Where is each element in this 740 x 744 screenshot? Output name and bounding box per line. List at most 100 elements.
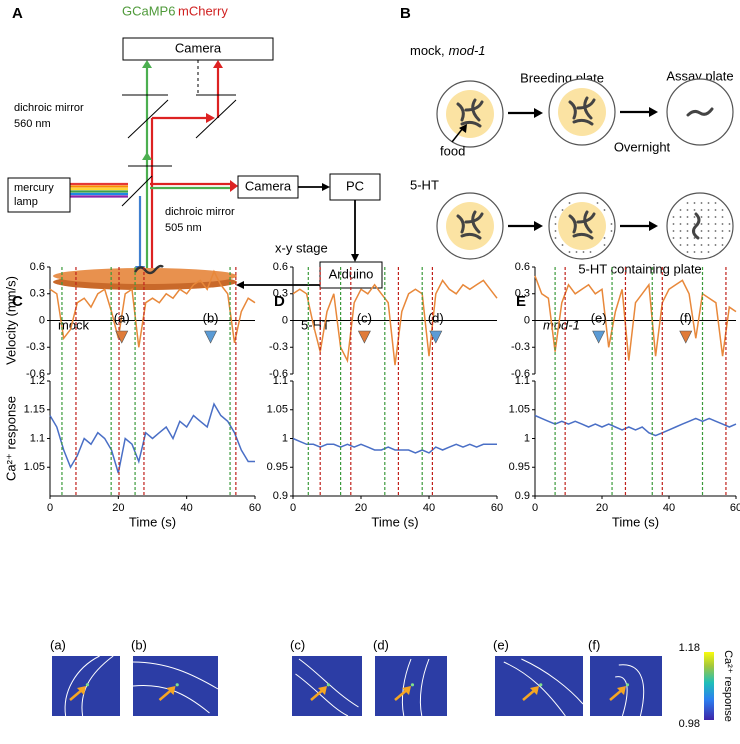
serotonin-dot	[707, 244, 710, 246]
event-marker	[115, 330, 129, 344]
serotonin-dot	[686, 209, 689, 211]
serotonin-dot	[554, 216, 557, 218]
serotonin-dot	[686, 223, 689, 225]
serotonin-dot	[554, 223, 557, 225]
event-marker-label: (c)	[357, 310, 372, 325]
worm-outline	[503, 658, 584, 717]
serotonin-dot	[721, 230, 724, 232]
serotonin-dot	[693, 209, 696, 211]
worm-outline	[295, 658, 359, 717]
worm-outline	[401, 658, 430, 717]
pointer-arrow	[318, 686, 327, 695]
x-axis-label: Time (s)	[129, 514, 176, 529]
label: dichroic mirror	[165, 206, 235, 218]
x-tick-label: 20	[355, 502, 367, 514]
neuron-spot	[625, 683, 630, 687]
serotonin-dot	[568, 251, 571, 253]
serotonin-dot	[589, 251, 592, 253]
event-marker	[204, 330, 218, 344]
label: PC	[346, 178, 364, 193]
label: mod-1	[449, 43, 486, 58]
serotonin-dot	[714, 230, 717, 232]
serotonin-dot	[672, 237, 675, 239]
event-marker-label: (b)	[203, 310, 219, 325]
y-tick-label: 1.1	[30, 432, 45, 444]
x-tick-label: 60	[730, 502, 740, 514]
serotonin-dot	[728, 230, 731, 232]
trace	[292, 437, 497, 454]
y-tick-label: 1.2	[30, 375, 45, 387]
x-tick-label: 40	[423, 502, 435, 514]
panel-letter: D	[274, 293, 285, 310]
serotonin-dot	[721, 209, 724, 211]
label: mock,	[410, 43, 445, 58]
y-tick-label: 0.95	[267, 461, 288, 473]
label: x-y stage	[275, 240, 328, 255]
trace	[49, 402, 255, 474]
colorbar-min: 0.98	[679, 718, 700, 730]
serotonin-dot	[700, 223, 703, 225]
serotonin-dot	[561, 209, 564, 211]
serotonin-dot	[707, 216, 710, 218]
y-tick-label: 1.1	[515, 375, 530, 387]
serotonin-dot	[700, 202, 703, 204]
serotonin-dot	[603, 244, 606, 246]
serotonin-dot	[596, 202, 599, 204]
y-tick-label: 1.05	[509, 404, 530, 416]
image-row: (a) (b) (c) (d) (e) (f)	[50, 637, 662, 717]
pointer-arrow	[617, 686, 626, 695]
image-label: (c)	[290, 637, 305, 652]
serotonin-dot	[568, 202, 571, 204]
y-tick-label: 1	[524, 432, 530, 444]
serotonin-dot	[707, 230, 710, 232]
neuron-spot	[85, 683, 89, 687]
y-tick-label: -0.3	[269, 341, 288, 353]
lamp-box	[7, 177, 71, 213]
serotonin-dot	[721, 216, 724, 218]
serotonin-dot	[693, 237, 696, 239]
serotonin-dot	[693, 244, 696, 246]
image-label: (f)	[588, 637, 600, 652]
y-tick-label: 0	[524, 314, 530, 326]
event-marker	[679, 330, 693, 344]
label: 560 nm	[14, 118, 51, 130]
x-tick-label: 60	[491, 502, 503, 514]
panel-letter: E	[516, 293, 526, 310]
serotonin-dot	[603, 209, 606, 211]
x-axis-label: Time (s)	[612, 514, 659, 529]
serotonin-dot	[554, 237, 557, 239]
colorbar-scale	[704, 652, 714, 720]
x-axis-label: Time (s)	[371, 514, 418, 529]
serotonin-dot	[603, 237, 606, 239]
label: Overnight	[614, 139, 671, 154]
serotonin-dot	[707, 209, 710, 211]
y-tick-label: -0.6	[26, 368, 45, 380]
label: Camera	[175, 40, 222, 55]
pointer-arrow	[530, 686, 539, 695]
condition-label: mod-1	[543, 317, 580, 332]
y-tick-label: 1	[282, 432, 288, 444]
condition-label: mock	[58, 317, 90, 332]
serotonin-dot	[707, 202, 710, 204]
x-tick-label: 40	[663, 502, 675, 514]
serotonin-dot	[700, 237, 703, 239]
image-label: (b)	[131, 637, 147, 652]
serotonin-dot	[693, 202, 696, 204]
serotonin-dot	[707, 237, 710, 239]
serotonin-dot	[561, 244, 564, 246]
serotonin-dot	[686, 230, 689, 232]
serotonin-dot	[679, 244, 682, 246]
serotonin-dot	[700, 216, 703, 218]
serotonin-dot	[700, 230, 703, 232]
worm-outline	[615, 664, 645, 717]
serotonin-dot	[693, 223, 696, 225]
pointer-arrow	[402, 686, 411, 695]
serotonin-dot	[686, 202, 689, 204]
serotonin-dot	[714, 223, 717, 225]
label: dichroic mirror	[14, 102, 84, 114]
y-tick-label: 0	[282, 314, 288, 326]
label: GCaMP6	[122, 3, 175, 18]
y-tick-label: 1.05	[24, 461, 45, 473]
neuron-spot	[410, 683, 415, 687]
colorbar-max: 1.18	[679, 642, 700, 654]
